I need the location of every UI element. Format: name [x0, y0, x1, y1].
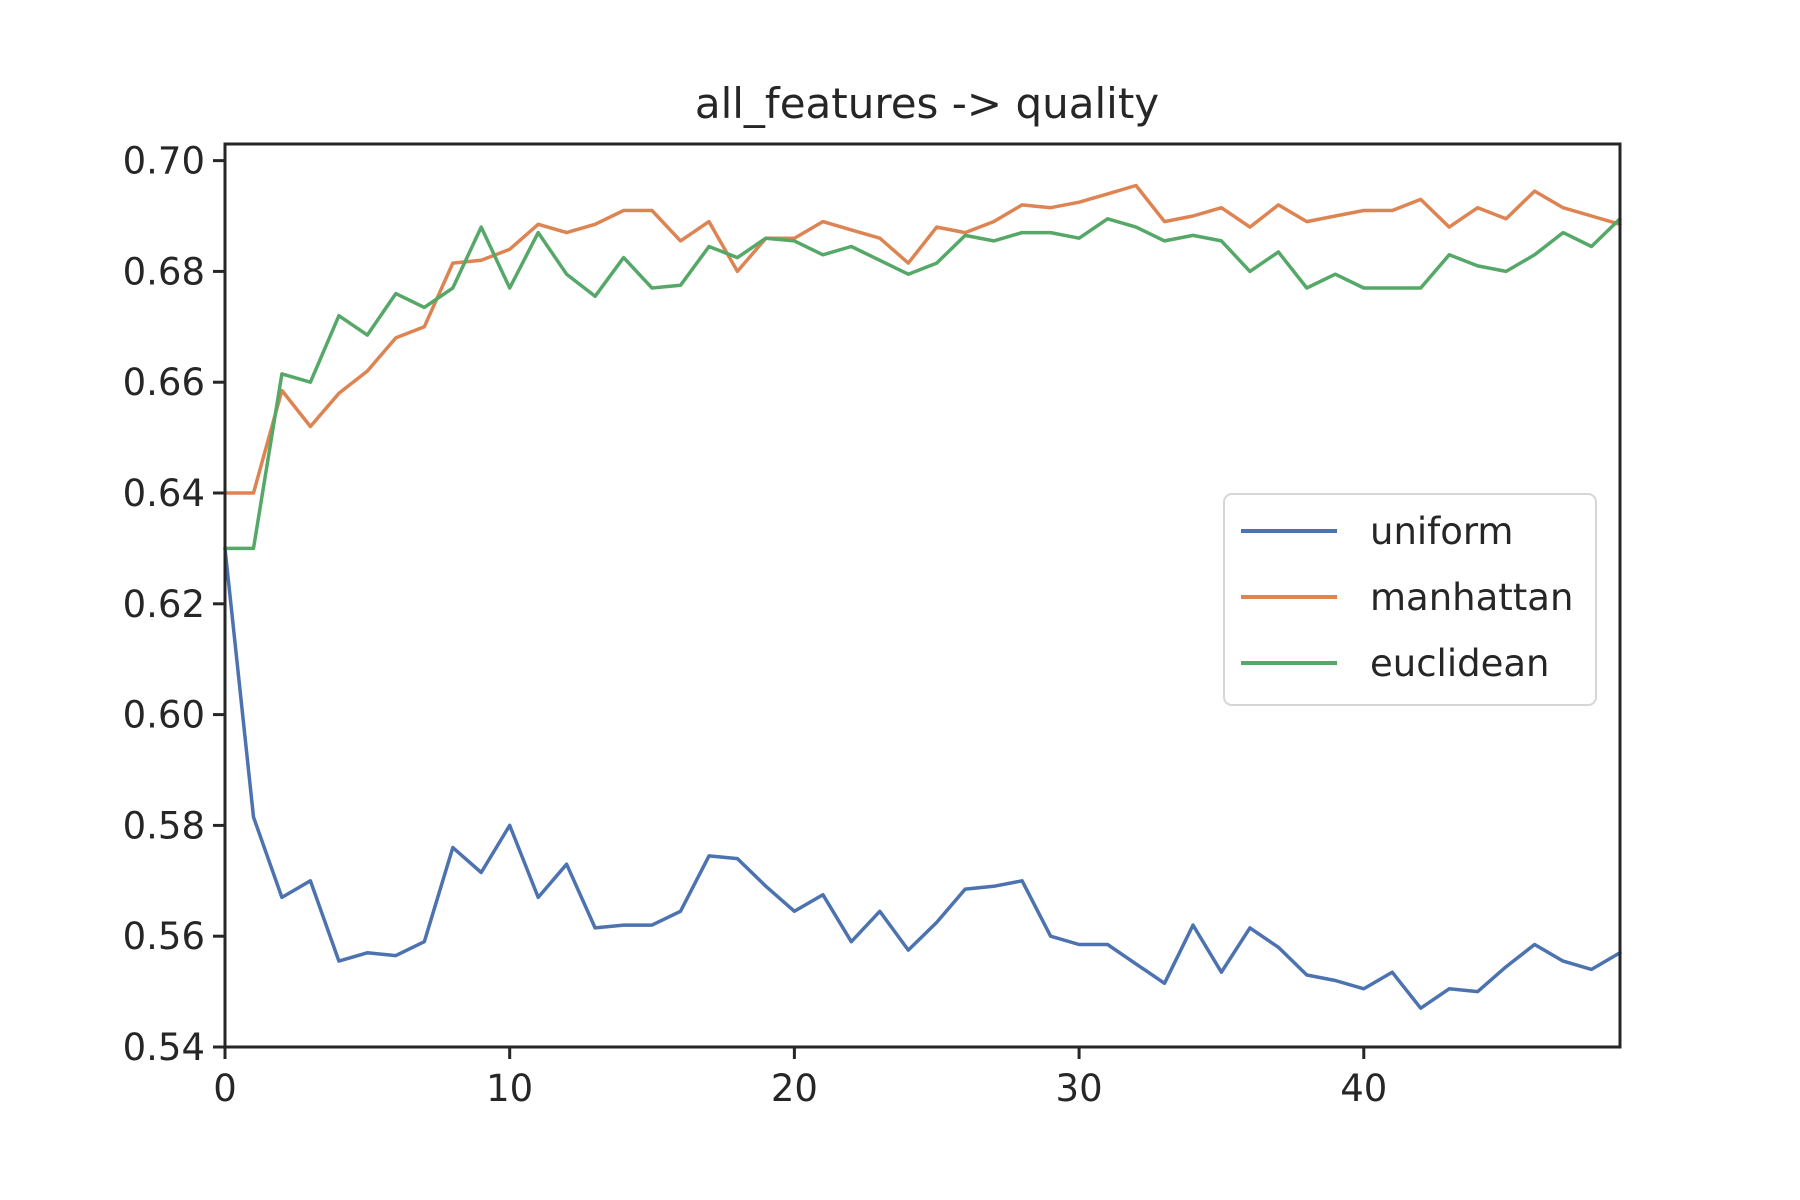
series-line-euclidean — [223, 217, 1622, 551]
y-tick-label: 0.66 — [123, 361, 205, 404]
y-tick-label: 0.54 — [123, 1026, 205, 1069]
y-tick-label: 0.68 — [123, 250, 205, 293]
series-group — [223, 183, 1622, 1010]
x-tick-label: 20 — [771, 1067, 818, 1110]
legend-box — [1223, 493, 1597, 706]
series-line-uniform — [223, 546, 1622, 1010]
x-tick-label: 30 — [1056, 1067, 1103, 1110]
x-tick-label: 0 — [213, 1067, 237, 1110]
y-tick-label: 0.64 — [123, 472, 205, 515]
chart-title: all_features -> quality — [695, 79, 1159, 128]
legend-label-manhattan: manhattan — [1370, 576, 1573, 619]
y-axis: 0.54 0.56 0.58 0.60 0.62 0.64 0.66 0.68 0.70 — [123, 140, 225, 1069]
series-line-manhattan — [223, 183, 1622, 495]
y-tick-label: 0.58 — [123, 804, 205, 847]
x-axis: 0 10 20 30 40 — [213, 1047, 1387, 1110]
y-tick-label: 0.62 — [123, 583, 205, 626]
y-tick-label: 0.70 — [123, 140, 205, 183]
x-tick-label: 40 — [1340, 1067, 1387, 1110]
legend-label-uniform: uniform — [1370, 510, 1513, 553]
legend: uniform manhattan euclidean — [1223, 493, 1597, 706]
plot-frame — [223, 142, 1622, 1049]
legend-label-euclidean: euclidean — [1370, 642, 1550, 685]
y-tick-label: 0.60 — [123, 694, 205, 737]
y-tick-label: 0.56 — [123, 915, 205, 958]
x-tick-label: 10 — [486, 1067, 533, 1110]
